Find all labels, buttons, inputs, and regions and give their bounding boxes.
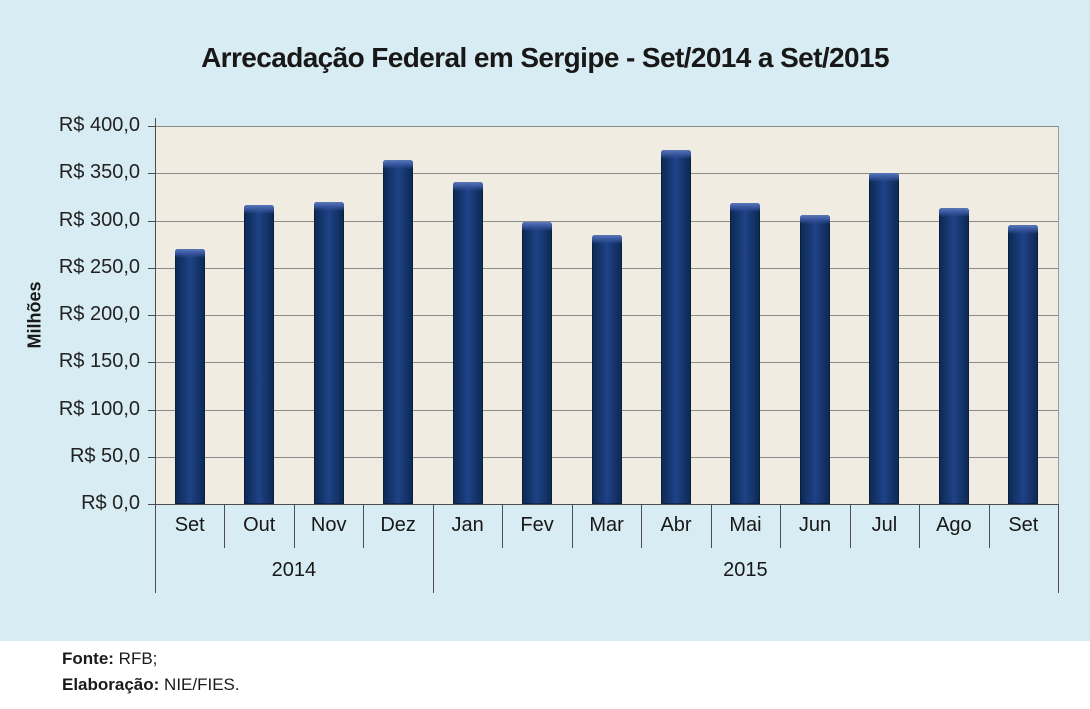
y-tick-label: R$ 200,0: [58, 303, 140, 325]
month-divider: [641, 505, 642, 548]
x-month-label-11: Ago: [936, 514, 972, 536]
x-axis-year-row: 2014 2015: [155, 548, 1058, 593]
x-month-label-9: Jun: [798, 514, 832, 536]
y-tick: [148, 410, 155, 411]
bar-nov-2: [314, 202, 344, 504]
month-divider: [294, 505, 295, 548]
y-tick-label: R$ 100,0: [58, 398, 140, 420]
x-year-label-2014: 2014: [271, 559, 317, 581]
footer-source-line: Fonte: RFB;: [62, 646, 240, 672]
x-month-label-12: Set: [1008, 514, 1039, 536]
bar-abr-7: [661, 150, 691, 504]
x-month-label-10: Jul: [871, 514, 898, 536]
x-month-label-1: Out: [243, 514, 276, 536]
month-divider: [711, 505, 712, 548]
y-tick-label: R$ 350,0: [58, 161, 140, 183]
x-month-label-8: Mai: [729, 514, 762, 536]
month-divider: [780, 505, 781, 548]
bar-jul-10: [869, 173, 899, 504]
footer-elaboration-line: Elaboração: NIE/FIES.: [62, 672, 240, 698]
y-tick: [148, 268, 155, 269]
gridline: [155, 173, 1058, 174]
bar-ago-11: [939, 208, 969, 504]
bar-mar-6: [592, 235, 622, 504]
bar-jun-9: [800, 215, 830, 504]
month-divider: [502, 505, 503, 548]
x-month-label-5: Fev: [520, 514, 554, 536]
month-divider: [919, 505, 920, 548]
y-tick: [148, 457, 155, 458]
footer-source-value: RFB;: [113, 649, 158, 668]
y-tick: [148, 315, 155, 316]
year-group-divider: [155, 505, 156, 593]
bar-jan-4: [453, 182, 483, 504]
chart-footer: Fonte: RFB; Elaboração: NIE/FIES.: [62, 646, 240, 698]
bar-set-0: [175, 249, 205, 504]
bar-out-1: [244, 205, 274, 504]
x-axis-line: [155, 504, 1059, 505]
x-month-label-3: Dez: [380, 514, 416, 536]
bar-mai-8: [730, 203, 760, 504]
y-tick: [148, 221, 155, 222]
footer-elaboration-value: NIE/FIES.: [159, 675, 240, 694]
x-month-label-7: Abr: [660, 514, 692, 536]
y-axis-line: [155, 118, 156, 505]
month-divider: [224, 505, 225, 548]
y-tick-label: R$ 300,0: [58, 209, 140, 231]
y-tick: [148, 504, 155, 505]
x-month-label-4: Jan: [451, 514, 484, 536]
year-group-divider: [433, 505, 434, 593]
month-divider: [363, 505, 364, 548]
y-tick: [148, 173, 155, 174]
y-tick-label: R$ 50,0: [69, 445, 140, 467]
x-axis-month-row: Set Out Nov Dez Jan Fev Mar Abr Mai Jun Jul Ago Set: [155, 505, 1058, 548]
chart-card: Arrecadação Federal em Sergipe - Set/201…: [0, 0, 1090, 641]
x-month-label-6: Mar: [589, 514, 624, 536]
plot-area: [155, 126, 1059, 504]
y-tick-label: R$ 250,0: [58, 256, 140, 278]
month-divider: [850, 505, 851, 548]
month-divider: [989, 505, 990, 548]
bar-dez-3: [383, 160, 413, 504]
x-month-label-2: Nov: [310, 514, 347, 536]
gridline: [155, 221, 1058, 222]
bar-set-12: [1008, 225, 1038, 504]
bar-fev-5: [522, 222, 552, 504]
x-month-label-0: Set: [174, 514, 205, 536]
year-group-divider: [1058, 505, 1059, 593]
month-divider: [572, 505, 573, 548]
y-tick-label: R$ 400,0: [58, 114, 140, 136]
chart-title: Arrecadação Federal em Sergipe - Set/201…: [201, 42, 889, 73]
y-tick-label: R$ 0,0: [81, 492, 140, 514]
gridline: [155, 126, 1058, 127]
x-year-label-2015: 2015: [723, 559, 768, 581]
y-tick: [148, 362, 155, 363]
footer-elaboration-label: Elaboração:: [62, 675, 160, 694]
y-tick-label: R$ 150,0: [58, 350, 140, 372]
y-tick: [148, 126, 155, 127]
footer-source-label: Fonte:: [62, 649, 114, 668]
